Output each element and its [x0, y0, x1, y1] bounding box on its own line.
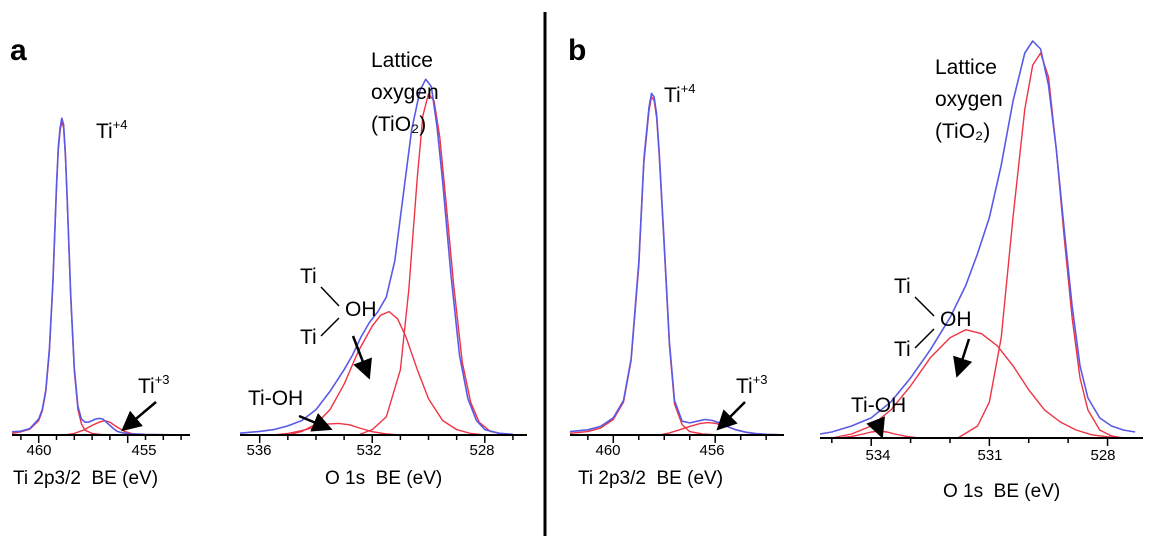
envelope-curve: [819, 40, 1136, 435]
chart-a-ti2p: 460 455 Ti 2p3/2 BE (eV) Ti+4 Ti+3: [11, 117, 190, 489]
tick-label-456: 456: [699, 442, 724, 459]
component-curve: [831, 329, 1124, 439]
component-curve: [273, 422, 401, 436]
annotation-tio2: (TiO₂): [371, 113, 426, 136]
bond-line-lower: [320, 317, 340, 337]
annotation-ti-oh: Ti-OH: [248, 387, 303, 410]
tick-label-534: 534: [865, 447, 890, 464]
annotation-oxygen: oxygen: [371, 81, 439, 104]
envelope-curve: [11, 117, 182, 436]
panel-label-b: b: [568, 34, 586, 67]
component-curve: [957, 52, 1124, 439]
tick-label-528: 528: [469, 442, 494, 459]
x-axis-label: O 1s BE (eV): [943, 481, 1060, 502]
annotation-ti4: Ti+4: [96, 117, 128, 143]
annotation-oxygen: oxygen: [935, 88, 1003, 111]
annotation-ti-lower: Ti: [894, 338, 911, 361]
annotation-oh: OH: [345, 298, 377, 321]
axis-b-o1s: 534 531 528 O 1s BE (eV): [820, 437, 1143, 502]
annotation-ti3: Ti+3: [736, 372, 768, 398]
tick-label-531: 531: [977, 447, 1002, 464]
annotation-tio2: (TiO₂): [935, 120, 990, 143]
tick-label-460: 460: [26, 442, 51, 459]
tick-label-460: 460: [595, 442, 620, 459]
chart-a-o1s: 536 532 528 O 1s BE (eV) Lattice oxygen …: [239, 49, 527, 489]
bond-line-lower: [914, 328, 935, 349]
annotation-lattice: Lattice: [935, 56, 997, 79]
annotation-ti-oh: Ti-OH: [851, 394, 906, 417]
component-curve: [11, 120, 182, 436]
axis-a-o1s: 536 532 528 O 1s BE (eV): [240, 434, 527, 489]
x-axis-label: Ti 2p3/2 BE (eV): [578, 468, 723, 489]
axis-b-ti2p: 460 456 Ti 2p3/2 BE (eV): [570, 434, 784, 489]
annotation-ti-lower: Ti: [300, 326, 317, 349]
chart-b-ti2p: 460 456 Ti 2p3/2 BE (eV) Ti+4 Ti+3: [569, 81, 784, 489]
envelope-curve: [239, 78, 513, 436]
chart-b-o1s: 534 531 528 O 1s BE (eV) Lattice oxygen …: [819, 40, 1143, 502]
arrow-ti-oh-ti: [351, 335, 372, 380]
arrow-ti-oh-ti: [953, 338, 973, 378]
annotation-oh: OH: [940, 308, 972, 331]
bond-line-upper: [320, 286, 340, 307]
tick-label-455: 455: [131, 442, 156, 459]
annotation-ti-upper: Ti: [894, 275, 911, 298]
axis-a-ti2p: 460 455 Ti 2p3/2 BE (eV): [12, 434, 190, 489]
tick-label-532: 532: [356, 442, 381, 459]
annotation-ti3: Ti+3: [138, 372, 170, 398]
arrow-ti3: [716, 401, 746, 431]
x-axis-label: Ti 2p3/2 BE (eV): [13, 468, 158, 489]
component-curve: [357, 93, 519, 436]
component-curve: [65, 419, 146, 436]
tick-label-528: 528: [1090, 447, 1115, 464]
arrow-ti3: [121, 401, 157, 432]
panel-label-a: a: [10, 34, 27, 67]
x-axis-label: O 1s BE (eV): [325, 468, 442, 489]
annotation-lattice: Lattice: [371, 49, 433, 72]
annotation-ti4: Ti+4: [664, 81, 696, 107]
annotation-ti-upper: Ti: [300, 265, 317, 288]
arrow-ti-oh: [866, 416, 885, 439]
tick-label-536: 536: [246, 442, 271, 459]
arrow-ti-oh: [298, 413, 333, 432]
bond-line-upper: [914, 296, 935, 317]
